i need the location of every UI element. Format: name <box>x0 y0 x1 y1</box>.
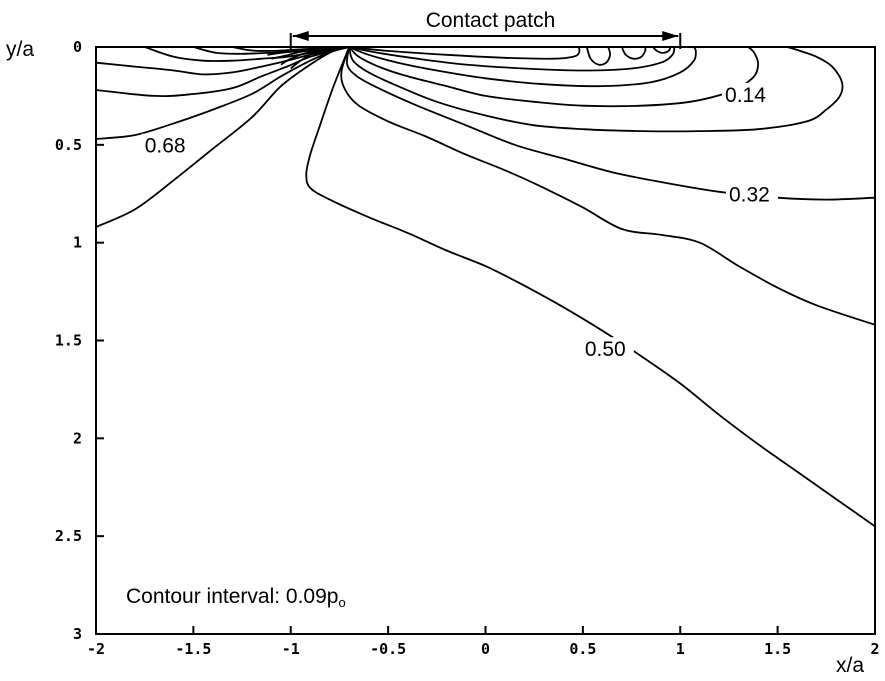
y-axis-label: y/a <box>6 38 34 61</box>
y-axis-ticks: 0 0.5 1 1.5 2 2.5 3 <box>55 38 104 643</box>
y-tick-label: 1 <box>73 234 82 252</box>
x-tick-label: -1.5 <box>175 640 211 658</box>
contour-line-c-005 <box>348 46 697 88</box>
contour-interval-annotation: Contour interval: 0.09po <box>126 585 346 610</box>
contour-label-background <box>722 82 775 107</box>
contour-lines <box>95 46 876 528</box>
contour-line-c4 <box>95 46 350 76</box>
x-tick-label: -2 <box>87 640 105 658</box>
y-tick-label: 1.5 <box>55 332 82 350</box>
contour-line-c-041 <box>340 46 876 326</box>
x-tick-label: -1 <box>282 640 300 658</box>
contour-interval-text: Contour interval: 0.09p <box>126 585 338 608</box>
contour-line-loop-a <box>585 46 612 66</box>
x-tick-label: 1.5 <box>764 640 791 658</box>
y-tick-label: 3 <box>73 625 82 643</box>
contour-label-background <box>141 133 194 158</box>
x-tick-label: 0.5 <box>569 640 596 658</box>
contour-line-loop-b <box>620 46 647 60</box>
x-tick-label: 1 <box>676 640 685 658</box>
contour-line-c-014 <box>348 46 760 108</box>
contour-line-c-i1 <box>349 46 676 72</box>
contour-line-loop-c <box>652 46 672 54</box>
x-axis-label: x/a <box>836 654 864 677</box>
contact-patch-arrowhead-left <box>292 31 309 41</box>
contact-patch-arrowhead-right <box>662 31 679 41</box>
y-tick-label: 2 <box>73 429 82 447</box>
contour-label-background <box>581 337 634 362</box>
x-axis-ticks: -2 -1.5 -1 -0.5 0 0.5 1 1.5 2 <box>87 626 880 658</box>
contour-label: 0.14 <box>725 84 766 107</box>
contour-label: 0.50 <box>585 338 626 361</box>
contour-line-c-050 <box>305 46 876 528</box>
contour-labels: 0.68 0.14 0.32 0.50 <box>141 82 778 362</box>
x-tick-label: 2 <box>870 640 879 658</box>
contour-line-cluster-5 <box>275 46 342 52</box>
plot-frame <box>95 46 876 635</box>
contact-patch-marker: Contact patch <box>289 9 682 49</box>
y-tick-label: 0.5 <box>55 136 82 154</box>
contour-label-background <box>725 182 778 207</box>
contour-label: 0.32 <box>729 184 770 207</box>
contact-patch-label: Contact patch <box>426 9 556 32</box>
contour-line-c-i2 <box>349 46 581 60</box>
contour-interval-subscript: o <box>338 595 345 610</box>
x-tick-label: -0.5 <box>370 640 406 658</box>
contour-label: 0.68 <box>145 135 186 158</box>
contour-line-c-023 <box>348 46 844 133</box>
y-tick-label: 2.5 <box>55 527 82 545</box>
contour-line-c3 <box>95 46 350 97</box>
y-tick-label: 0 <box>73 38 82 56</box>
x-tick-label: 0 <box>481 640 490 658</box>
